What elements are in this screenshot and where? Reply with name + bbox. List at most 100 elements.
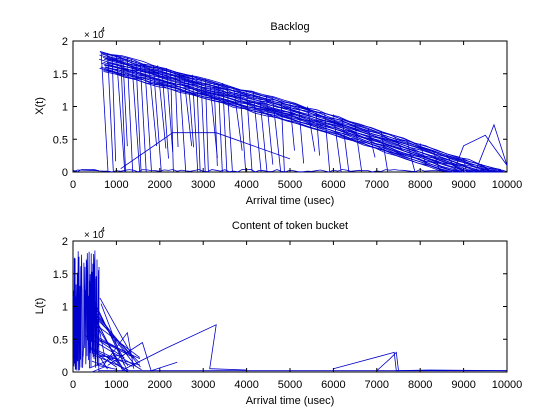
backlog-drop	[272, 97, 282, 173]
x-tick-label: 2000	[148, 379, 172, 391]
backlog-drop	[100, 52, 109, 173]
backlog-drop	[174, 71, 179, 148]
y-tick-label: 1.5	[53, 269, 68, 281]
backlog-drop	[131, 59, 141, 173]
x-tick-label: 9000	[451, 179, 475, 191]
backlog-trace	[103, 61, 505, 173]
backlog-trace	[99, 51, 502, 171]
backlog-drop	[259, 95, 268, 173]
backlog-drop	[152, 65, 162, 173]
token-bucket-trace	[89, 357, 115, 369]
backlog-drop	[233, 87, 243, 151]
backlog-trace	[107, 61, 498, 173]
token-bucket-trace	[94, 364, 118, 370]
backlog-drop	[298, 106, 305, 164]
backlog-drop	[157, 65, 167, 149]
x-tick-label: 10000	[492, 179, 523, 191]
backlog-trace	[103, 71, 505, 173]
x-axis-ticks: 0 1000 2000 3000 4000 5000 6000 7000 8000 9000 100…	[70, 241, 522, 391]
backlog-drop	[191, 74, 199, 173]
token-bucket-trace	[99, 297, 133, 356]
trace-spike	[476, 123, 508, 169]
token-bucket-burst	[72, 250, 100, 372]
backlog-drop	[209, 82, 218, 158]
x-tick-label: 8000	[408, 379, 432, 391]
backlog-drop	[170, 70, 174, 173]
trace-spike	[376, 351, 399, 371]
backlog-drop	[226, 84, 233, 173]
trace-spike	[103, 331, 135, 369]
y-tick-label: 2	[62, 236, 68, 248]
backlog-drop	[324, 113, 331, 173]
x-tick-label: 3000	[191, 179, 215, 191]
token-bucket-trace	[99, 340, 136, 359]
backlog-trace	[99, 51, 502, 171]
backlog-drop	[165, 67, 174, 153]
backlog-drop	[213, 83, 218, 167]
backlog-drop	[246, 92, 253, 173]
y-tick-label: 1	[62, 102, 68, 114]
token-bucket-chart: 0 1000 2000 3000 4000 5000 6000 7000 8000 9000 100…	[34, 220, 522, 407]
token-bucket-trace	[91, 347, 133, 367]
y-exponent-base: × 10	[84, 30, 104, 41]
backlog-drop	[463, 158, 468, 173]
backlog-drop	[144, 63, 152, 173]
backlog-drop	[196, 76, 201, 173]
x-tick-label: 7000	[365, 179, 389, 191]
x-tick-label: 6000	[321, 179, 345, 191]
backlog-drop	[289, 103, 295, 151]
token-bucket-trace	[88, 347, 118, 363]
backlog-drop	[367, 128, 376, 158]
backlog-drop	[265, 94, 274, 165]
x-tick-label: 0	[70, 379, 76, 391]
x-axis-ticks: 0 1000 2000 3000 4000 5000 6000 7000 8000 9000 100…	[70, 41, 522, 191]
token-bucket-trace	[92, 354, 129, 371]
x-tick-label: 0	[70, 179, 76, 191]
backlog-drop	[315, 110, 320, 156]
backlog-drop	[187, 76, 194, 148]
x-tick-label: 8000	[408, 179, 432, 191]
backlog-chart: 0 1000 2000 3000 4000 5000 6000 7000 8000 9000 100…	[34, 21, 522, 207]
token-bucket-trace	[91, 365, 107, 373]
backlog-drop	[406, 141, 416, 173]
backlog-drop	[419, 143, 427, 166]
y-tick-label: 0	[62, 367, 68, 379]
backlog-drop	[393, 136, 403, 151]
x-tick-label: 7000	[365, 379, 389, 391]
y-tick-label: 0.5	[53, 134, 68, 146]
y-axis-label: X(t)	[34, 97, 46, 115]
y-exponent-power: 4	[101, 227, 105, 234]
backlog-drop	[341, 118, 350, 173]
y-exponent-base: × 10	[84, 230, 104, 241]
backlog-drop	[200, 79, 206, 173]
token-bucket-trace	[93, 322, 141, 358]
x-tick-label: 3000	[191, 379, 215, 391]
trace-spike	[107, 341, 178, 372]
y-tick-label: 1.5	[53, 69, 68, 81]
y-axis-ticks: 0 0.5 1 1.5 2	[53, 36, 507, 179]
trace-spike	[120, 132, 291, 170]
series-layer	[72, 250, 508, 373]
y-tick-label: 1	[62, 302, 68, 314]
backlog-drop	[280, 101, 285, 173]
backlog-trace	[100, 62, 503, 173]
backlog-drop	[122, 58, 128, 147]
backlog-drop	[252, 91, 262, 173]
y-axis-ticks: 0 0.5 1 1.5 2	[53, 236, 507, 379]
y-tick-label: 0	[62, 167, 68, 179]
backlog-trace	[107, 59, 498, 173]
backlog-drop	[148, 65, 158, 147]
backlog-drop	[217, 84, 223, 173]
x-tick-label: 4000	[234, 379, 258, 391]
x-tick-label: 9000	[451, 379, 475, 391]
backlog-drop	[204, 78, 209, 173]
x-tick-label: 5000	[278, 179, 302, 191]
backlog-drop	[126, 57, 134, 173]
backlog-drop	[139, 63, 147, 173]
backlog-drop	[107, 54, 114, 173]
backlog-drop	[111, 55, 117, 162]
y-axis-label: L(t)	[34, 298, 46, 315]
backlog-drop	[380, 131, 389, 173]
backlog-drop	[120, 56, 126, 173]
